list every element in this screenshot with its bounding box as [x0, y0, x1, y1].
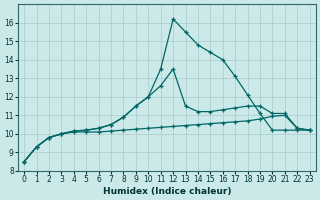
X-axis label: Humidex (Indice chaleur): Humidex (Indice chaleur) — [103, 187, 231, 196]
